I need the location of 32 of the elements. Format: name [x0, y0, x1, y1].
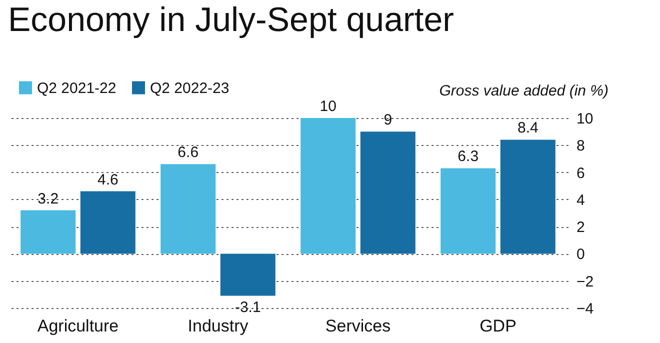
- y-tick-label: −4: [576, 300, 594, 318]
- bar: [220, 254, 276, 296]
- y-tick-label: 6: [576, 164, 585, 182]
- y-tick-label: −2: [576, 273, 594, 290]
- x-tick-label: Industry: [188, 316, 249, 336]
- data-label: -3.1: [234, 298, 261, 316]
- data-label: 10: [320, 98, 336, 115]
- data-label: 9: [384, 112, 392, 129]
- data-label: 4.6: [97, 171, 118, 188]
- y-axis-title: Gross value added (in %): [439, 82, 609, 100]
- y-tick-label: 0: [576, 246, 585, 264]
- bar: [160, 164, 216, 254]
- bar: [500, 140, 556, 254]
- data-label: 8.4: [517, 120, 538, 137]
- y-tick-label: 4: [576, 192, 585, 209]
- bar: [360, 132, 416, 254]
- bar: [440, 168, 496, 254]
- data-label: 6.3: [458, 148, 479, 166]
- bar: [20, 210, 76, 254]
- x-tick-label: Services: [325, 316, 391, 336]
- bar: [300, 118, 356, 254]
- x-tick-label: GDP: [480, 316, 516, 336]
- y-tick-label: 2: [576, 219, 585, 236]
- legend-label: Q2 2022-23: [150, 80, 230, 97]
- data-label: 6.6: [178, 144, 199, 162]
- data-label: 3.2: [38, 190, 59, 208]
- y-tick-label: 8: [576, 138, 585, 155]
- chart-title: Economy in July-Sept quarter: [8, 1, 454, 39]
- bar: [80, 191, 136, 254]
- y-tick-label: 10: [576, 110, 594, 128]
- legend-label: Q2 2021-22: [37, 80, 116, 97]
- x-tick-label: Agriculture: [37, 316, 119, 336]
